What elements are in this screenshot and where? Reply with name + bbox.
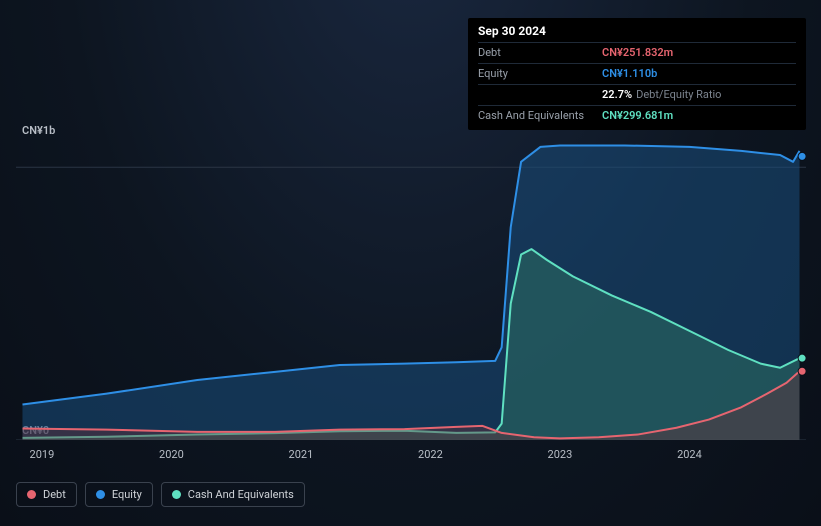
legend-item-equity[interactable]: Equity [85, 482, 153, 507]
tooltip-label: Debt [478, 45, 602, 61]
tooltip-row: Cash And Equivalents CN¥299.681m [478, 105, 796, 126]
tooltip-label: Equity [478, 66, 602, 82]
tooltip-date: Sep 30 2024 [478, 24, 796, 42]
tooltip-label: Cash And Equivalents [478, 108, 602, 124]
end-marker-debt [798, 367, 806, 375]
chart-legend: Debt Equity Cash And Equivalents [16, 482, 305, 507]
chart-svg [16, 140, 806, 440]
legend-item-cash[interactable]: Cash And Equivalents [161, 482, 305, 507]
tooltip-value: 22.7% [602, 87, 632, 103]
tooltip-row: 22.7% Debt/Equity Ratio [478, 84, 796, 105]
tooltip-value: CN¥1.110b [602, 66, 657, 82]
tooltip-value: CN¥251.832m [602, 45, 673, 61]
legend-dot-icon [27, 490, 36, 499]
legend-label: Debt [43, 488, 66, 501]
x-tick-label: 2021 [289, 448, 314, 461]
legend-label: Cash And Equivalents [188, 488, 294, 501]
area-chart[interactable] [16, 140, 806, 440]
legend-dot-icon [172, 490, 181, 499]
tooltip-value: CN¥299.681m [602, 108, 673, 124]
y-tick-label: CN¥1b [22, 124, 55, 137]
x-tick-label: 2019 [30, 448, 55, 461]
legend-item-debt[interactable]: Debt [16, 482, 77, 507]
tooltip-row: Debt CN¥251.832m [478, 42, 796, 63]
chart-tooltip: Sep 30 2024 Debt CN¥251.832m Equity CN¥1… [468, 18, 806, 130]
x-tick-label: 2020 [159, 448, 184, 461]
tooltip-meta: Debt/Equity Ratio [636, 87, 721, 103]
legend-dot-icon [96, 490, 105, 499]
legend-label: Equity [112, 488, 142, 501]
end-marker-equity [798, 152, 806, 160]
x-tick-label: 2023 [548, 448, 573, 461]
end-marker-cash [798, 354, 806, 362]
x-tick-label: 2022 [418, 448, 443, 461]
tooltip-row: Equity CN¥1.110b [478, 63, 796, 84]
x-tick-label: 2024 [677, 448, 702, 461]
tooltip-label [478, 87, 602, 103]
x-axis: 2019 2020 2021 2022 2023 2024 [16, 448, 806, 466]
